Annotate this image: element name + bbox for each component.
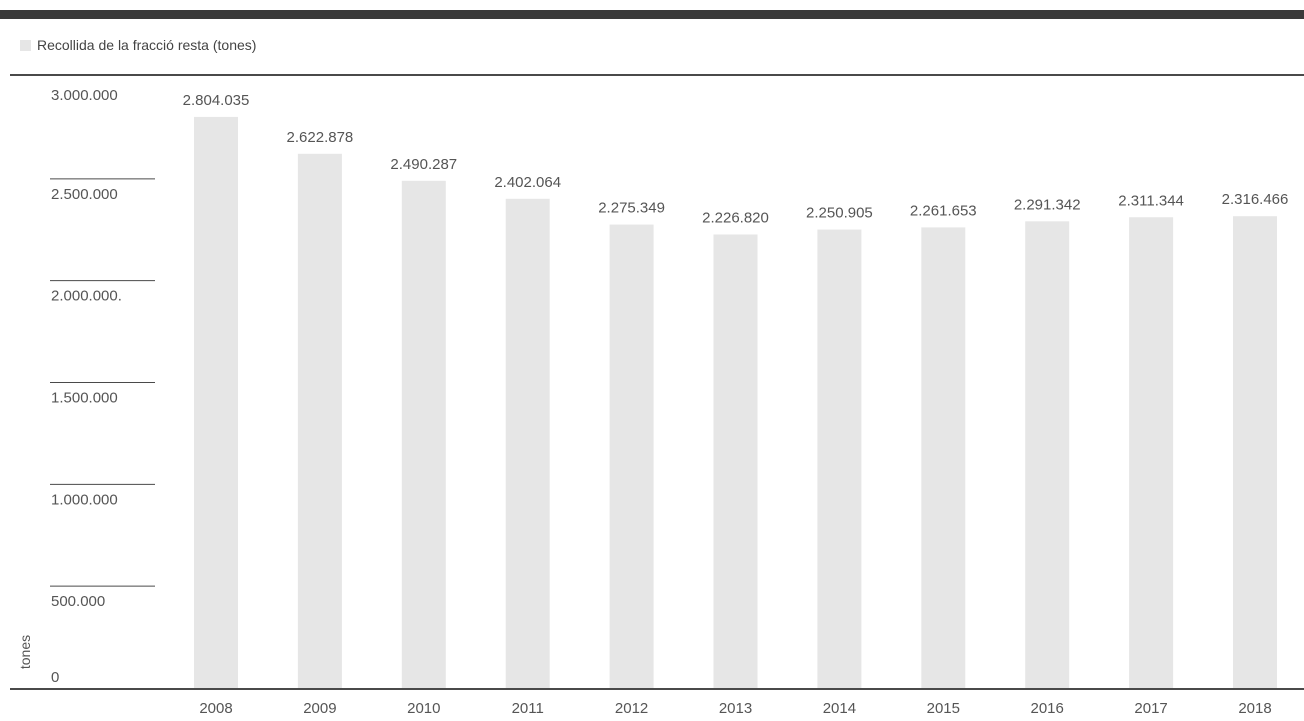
top-bar — [0, 10, 1304, 19]
x-tick-label: 2014 — [823, 700, 856, 717]
bar-value-label: 2.226.820 — [702, 209, 769, 226]
bar-value-label: 2.804.035 — [183, 92, 250, 109]
bar — [1233, 216, 1277, 689]
bar — [505, 198, 550, 688]
y-tick-label: 1.500.000 — [51, 390, 118, 407]
x-tick-label: 2018 — [1238, 700, 1271, 717]
x-tick-label: 2017 — [1134, 700, 1167, 717]
bar-value-label: 2.490.287 — [390, 156, 457, 173]
y-tick-label: 0 — [51, 669, 59, 686]
bar — [609, 224, 654, 688]
bar-value-label: 2.291.342 — [1014, 196, 1081, 213]
bar-value-label: 2.622.878 — [287, 129, 354, 146]
x-tick-label: 2012 — [615, 700, 648, 717]
bar — [401, 180, 446, 688]
bar-value-label: 2.402.064 — [494, 174, 561, 191]
bar — [297, 153, 342, 688]
x-tick-label: 2013 — [719, 700, 752, 717]
legend: Recollida de la fracció resta (tones) — [20, 36, 256, 54]
bar — [1129, 217, 1174, 688]
x-tick-label: 2009 — [303, 700, 336, 717]
bar — [921, 227, 966, 688]
y-tick-label: 2.000.000. — [51, 288, 122, 305]
y-tick-label: 1.000.000 — [51, 491, 118, 508]
y-tick-label: 2.500.000 — [51, 186, 118, 203]
y-tick-label: 500.000 — [51, 593, 105, 610]
bar-value-label: 2.250.905 — [806, 205, 873, 222]
bar-value-label: 2.261.653 — [910, 202, 977, 219]
bar-value-label: 2.316.466 — [1222, 191, 1289, 208]
y-tick-label: 3.000.000 — [51, 87, 118, 104]
x-tick-label: 2011 — [512, 700, 544, 717]
bar-value-label: 2.311.344 — [1118, 192, 1184, 209]
bar — [194, 116, 238, 688]
y-axis-label: tones — [17, 635, 33, 669]
x-tick-label: 2015 — [927, 700, 960, 717]
x-tick-label: 2016 — [1031, 700, 1064, 717]
x-tick-label: 2008 — [199, 700, 232, 717]
bar — [1025, 221, 1070, 688]
x-tick-label: 2010 — [407, 700, 440, 717]
bar — [817, 229, 862, 689]
legend-label: Recollida de la fracció resta (tones) — [37, 37, 257, 53]
legend-swatch — [20, 39, 31, 51]
bar-value-label: 2.275.349 — [598, 200, 665, 217]
bar — [713, 234, 758, 688]
